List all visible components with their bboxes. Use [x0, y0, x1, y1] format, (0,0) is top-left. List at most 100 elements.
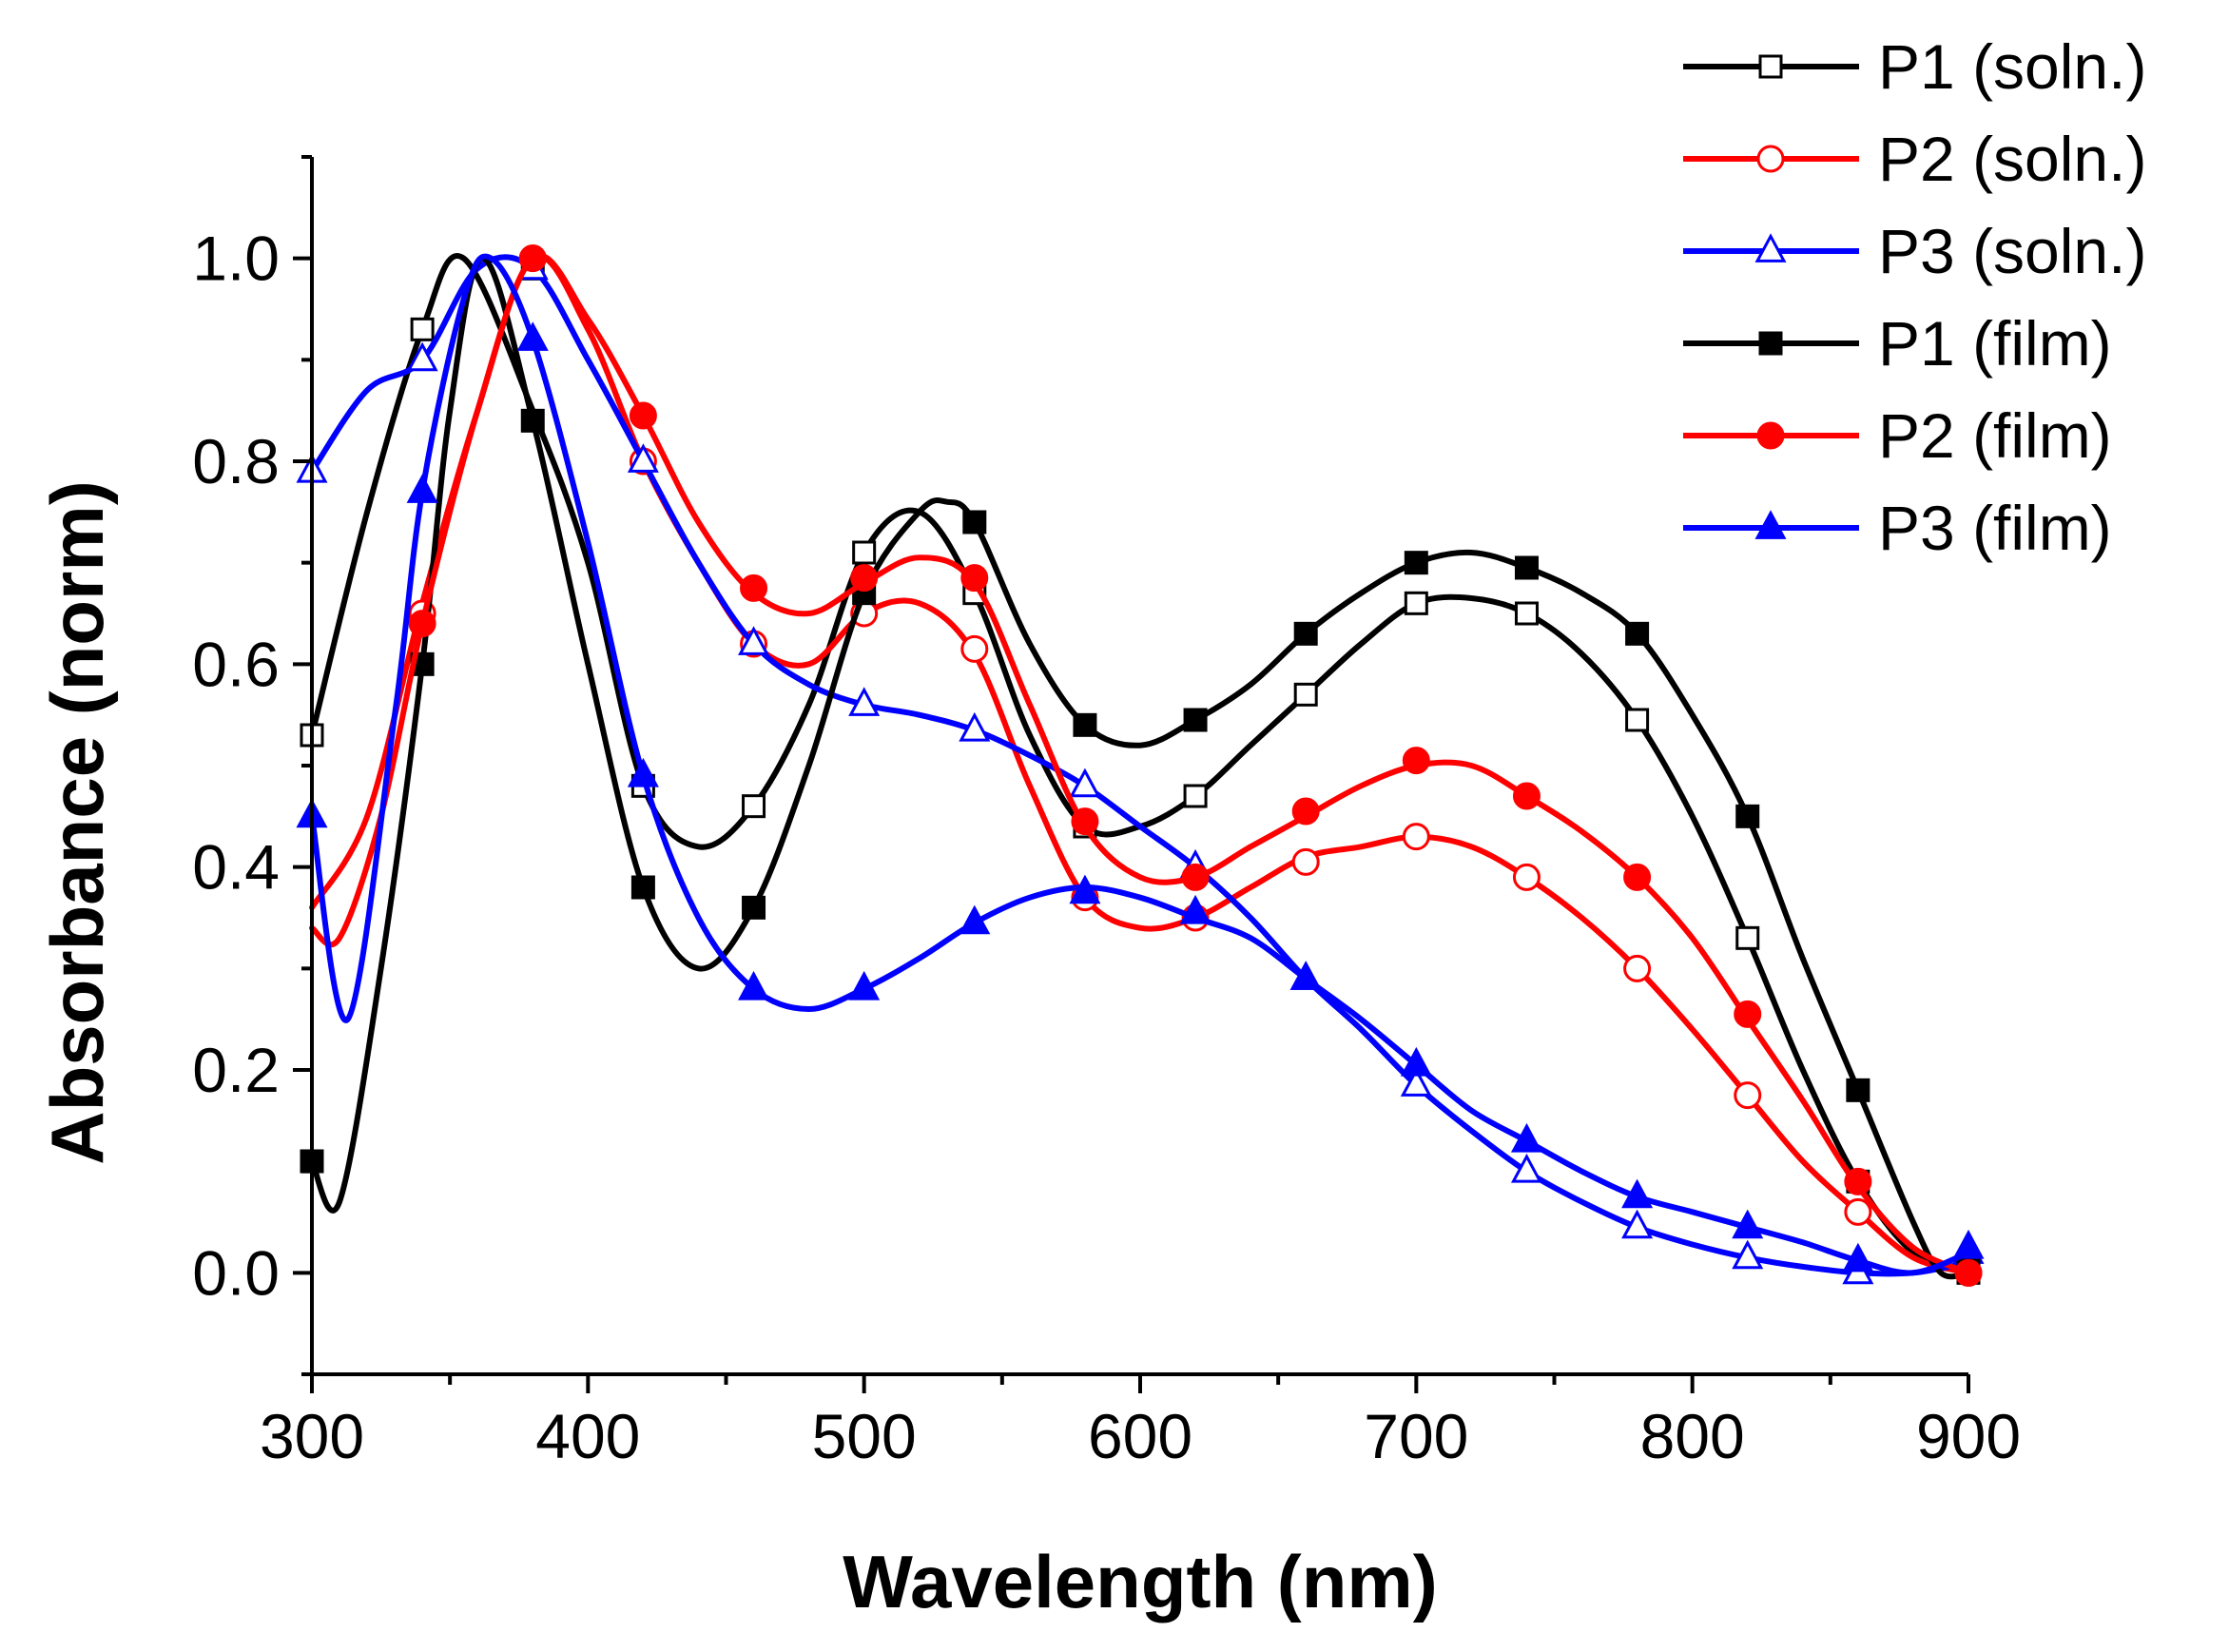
series-line-p3-soln — [309, 254, 1971, 1277]
data-point-p3-soln — [1621, 1209, 1654, 1239]
legend-marker-p1-film — [1758, 331, 1783, 356]
y-tick-label: 0.4 — [192, 832, 280, 903]
x-tick-label: 500 — [812, 1401, 917, 1471]
y-tick-label: 1.0 — [192, 224, 280, 294]
y-tick-label: 0.8 — [192, 426, 280, 496]
data-point-p2-film — [1402, 747, 1430, 775]
series-line-p1-film — [309, 255, 1971, 1280]
series-p3-film — [296, 253, 1985, 1276]
data-point-p3-film — [1732, 1209, 1764, 1239]
legend-item-p1-soln: P1 (soln.) — [1683, 31, 2146, 102]
data-point-p3-soln — [406, 341, 438, 372]
data-point-p1-film — [1183, 708, 1208, 732]
data-point-p2-film — [408, 610, 436, 638]
data-point-p1-film — [962, 510, 987, 534]
data-point-p1-film — [1293, 621, 1318, 646]
y-tick-label: 0.6 — [192, 629, 280, 699]
data-point-p2-soln — [1623, 954, 1652, 982]
data-point-p2-film — [1181, 863, 1210, 891]
data-point-p1-film — [1404, 551, 1428, 575]
y-tick-label: 0.0 — [192, 1237, 280, 1308]
data-point-p3-film — [959, 904, 991, 935]
data-point-p2-film — [1954, 1258, 1983, 1287]
data-point-p3-film — [1400, 1046, 1432, 1077]
data-point-p1-film — [742, 895, 766, 920]
data-point-p1-film — [520, 408, 545, 433]
x-tick-label: 800 — [1640, 1401, 1745, 1471]
data-point-p2-soln — [1844, 1197, 1872, 1226]
x-tick-label: 700 — [1364, 1401, 1468, 1471]
data-point-p3-soln — [1732, 1239, 1764, 1270]
axes: 300 400 500 600 700 800 900 0.0 0.2 0.4 0.6 0.8 1.0 — [192, 155, 2021, 1471]
data-point-p3-soln — [959, 711, 991, 742]
legend-marker-p3-film — [1754, 510, 1787, 539]
data-point-p3-soln — [738, 626, 770, 655]
data-point-p1-soln — [742, 794, 766, 819]
data-point-p2-soln — [1291, 847, 1320, 876]
legend-item-p2-soln: P2 (soln.) — [1683, 124, 2146, 194]
data-point-p3-film — [516, 321, 549, 351]
data-point-p3-film — [1289, 961, 1322, 990]
data-point-p2-film — [1734, 1000, 1762, 1028]
data-point-p3-film — [1621, 1178, 1654, 1209]
data-point-p2-soln — [1512, 863, 1541, 891]
data-point-p3-film — [1179, 894, 1211, 924]
data-point-p3-film — [1510, 1122, 1542, 1153]
data-point-p2-film — [1844, 1167, 1872, 1195]
data-point-p1-soln — [1404, 591, 1428, 615]
data-point-p1-soln — [410, 317, 435, 341]
data-point-p1-film — [1735, 804, 1760, 828]
data-point-p1-soln — [1625, 708, 1650, 732]
data-point-p1-film — [1625, 621, 1650, 646]
legend-label-p2-film: P2 (film) — [1878, 400, 2112, 471]
series-p2-soln — [309, 244, 1983, 1287]
data-point-p1-film — [1846, 1078, 1870, 1102]
series-p1-film — [300, 255, 1981, 1280]
data-point-p3-film — [1842, 1242, 1874, 1273]
data-point-p1-film — [1514, 555, 1539, 580]
plot-area — [296, 244, 1985, 1287]
data-point-p3-soln — [1510, 1153, 1542, 1183]
legend-marker-p1-soln — [1758, 54, 1783, 79]
data-point-p2-soln — [1402, 823, 1430, 851]
data-point-p1-soln — [1735, 925, 1760, 950]
legend-label-p1-film: P1 (film) — [1878, 308, 2112, 379]
legend-label-p2-soln: P2 (soln.) — [1878, 124, 2146, 194]
data-point-p3-soln — [1069, 768, 1101, 798]
y-tick-label: 0.2 — [192, 1035, 280, 1105]
legend-marker-p3-soln — [1754, 233, 1787, 262]
data-point-p3-film — [738, 970, 770, 1001]
data-point-p2-film — [1071, 807, 1099, 836]
legend-marker-p2-film — [1756, 421, 1785, 450]
data-point-p3-soln — [848, 687, 881, 716]
data-point-p2-soln — [1734, 1081, 1762, 1110]
x-tick-label: 400 — [535, 1401, 640, 1471]
data-point-p1-soln — [1293, 682, 1318, 707]
legend: P1 (soln.) P2 (soln.) P3 (soln.) P1 (film) P… — [1683, 31, 2146, 563]
data-point-p1-film — [1073, 712, 1097, 737]
x-axis-title: Wavelength (nm) — [843, 1540, 1437, 1623]
data-point-p3-soln — [1400, 1067, 1432, 1097]
x-tick-label: 300 — [260, 1401, 364, 1471]
data-point-p3-film — [406, 474, 438, 503]
data-point-p2-soln — [960, 634, 989, 663]
data-point-p1-soln — [1514, 601, 1539, 626]
data-point-p2-film — [1623, 863, 1652, 891]
data-point-p3-film — [848, 970, 881, 1001]
legend-item-p3-soln: P3 (soln.) — [1683, 216, 2146, 286]
legend-label-p1-soln: P1 (soln.) — [1878, 31, 2146, 102]
data-point-p2-film — [1512, 782, 1541, 810]
data-point-p2-film — [1291, 797, 1320, 826]
x-tick-label: 900 — [1916, 1401, 2021, 1471]
legend-item-p2-film: P2 (film) — [1683, 400, 2112, 471]
data-point-p3-soln — [627, 443, 659, 473]
legend-marker-p2-soln — [1756, 145, 1785, 173]
data-point-p1-film — [630, 875, 655, 900]
data-point-p1-soln — [1183, 784, 1208, 808]
data-point-p3-film — [627, 757, 659, 787]
data-point-p2-film — [629, 401, 657, 430]
series-line-p2-film — [309, 252, 1971, 1276]
data-point-p2-film — [518, 244, 547, 273]
legend-item-p3-film: P3 (film) — [1683, 493, 2112, 563]
y-axis-title: Absorbance (norm) — [35, 480, 119, 1164]
